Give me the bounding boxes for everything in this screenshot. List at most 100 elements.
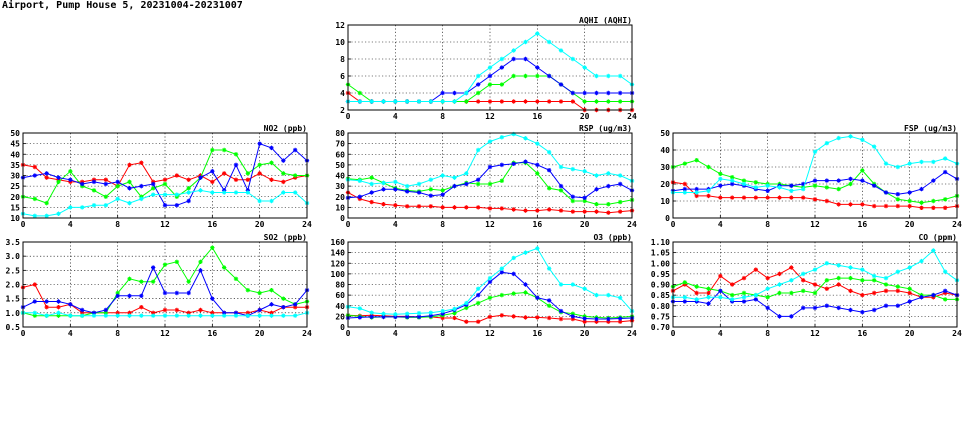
data-point [404, 314, 410, 320]
data-point [871, 203, 877, 209]
data-point [523, 290, 528, 295]
x-tick-label: 16 [533, 220, 543, 229]
data-point [523, 73, 528, 79]
chart-title: FSP (ug/m3) [904, 124, 957, 133]
data-point [174, 203, 180, 208]
data-point [570, 311, 576, 316]
data-point [68, 205, 73, 210]
data-point [281, 190, 286, 195]
data-point [718, 176, 723, 182]
data-point [162, 262, 168, 267]
data-point [487, 314, 493, 320]
data-point [357, 194, 363, 199]
data-point [812, 183, 818, 188]
data-point [245, 287, 251, 293]
y-tick-label: 35 [10, 161, 20, 170]
data-point [393, 203, 398, 208]
x-tick-label: 4 [393, 329, 398, 338]
x-tick-label: 0 [671, 220, 676, 229]
x-tick-label: 24 [627, 112, 637, 121]
data-point [558, 208, 564, 213]
data-point [210, 310, 215, 316]
data-point [440, 311, 445, 316]
data-point [682, 295, 688, 300]
data-point [68, 169, 73, 174]
data-point [706, 193, 711, 199]
data-point [79, 310, 85, 316]
data-point [127, 276, 132, 282]
data-point [800, 278, 806, 283]
data-point [741, 290, 747, 296]
data-point [570, 194, 576, 199]
data-point [895, 288, 901, 294]
data-point [281, 296, 286, 301]
data-point [606, 292, 611, 298]
data-point [535, 246, 540, 251]
data-point [487, 82, 493, 87]
data-point [139, 293, 144, 299]
data-point [777, 314, 782, 319]
data-point [558, 164, 564, 170]
data-point [44, 304, 49, 310]
data-point [357, 178, 363, 184]
plot-frame [347, 241, 633, 328]
data-point [753, 195, 759, 200]
data-point [919, 258, 924, 264]
y-tick-label: 80 [335, 129, 345, 138]
data-point [582, 209, 587, 214]
plot-frame [347, 132, 633, 219]
data-point [753, 292, 759, 298]
y-tick-label: 20 [335, 193, 345, 202]
data-point [186, 198, 191, 204]
data-point [836, 178, 841, 183]
data-point [115, 290, 120, 296]
x-tick-label: 0 [21, 220, 26, 229]
data-point [499, 270, 505, 275]
data-point [812, 149, 818, 154]
data-point [558, 188, 564, 193]
data-point [535, 141, 540, 146]
data-point [475, 82, 481, 87]
data-point [79, 205, 85, 210]
data-point [753, 185, 759, 190]
data-point [233, 152, 239, 157]
data-point [292, 304, 298, 310]
data-point [895, 192, 901, 197]
y-tick-label: 10 [10, 214, 20, 223]
x-tick-label: 16 [533, 112, 543, 121]
x-tick-label: 4 [393, 112, 398, 121]
data-point [919, 186, 924, 192]
data-point [741, 181, 747, 187]
chart-title: RSP (ug/m3) [579, 124, 632, 133]
y-tick-label: 2 [340, 106, 345, 115]
data-point [546, 39, 552, 45]
data-point [269, 198, 274, 204]
data-point [848, 134, 853, 139]
data-point [103, 313, 109, 318]
y-tick-label: 30 [335, 182, 345, 191]
x-tick-label: 24 [627, 220, 637, 229]
data-point [428, 99, 434, 104]
y-tick-label: 1.05 [651, 249, 670, 258]
data-point [487, 164, 493, 170]
data-point [127, 186, 132, 191]
data-point [777, 290, 782, 296]
data-point [44, 213, 49, 219]
data-point [56, 211, 61, 216]
x-tick-label: 8 [765, 220, 770, 229]
data-point [546, 73, 552, 79]
data-point [210, 245, 215, 250]
data-point [706, 295, 711, 300]
chart-fsp: FSP (ug/m3) 0 4 8 12 16 20 24 0 10 20 30 40 50 [660, 124, 962, 229]
data-point [511, 131, 516, 137]
data-point [546, 99, 552, 104]
y-tick-label: 60 [335, 150, 345, 159]
data-point [718, 288, 723, 294]
y-tick-label: 60 [335, 291, 345, 300]
y-tick-label: 1.5 [6, 295, 21, 304]
plot-frame [672, 132, 958, 219]
data-point [428, 310, 434, 315]
data-point [570, 282, 576, 287]
